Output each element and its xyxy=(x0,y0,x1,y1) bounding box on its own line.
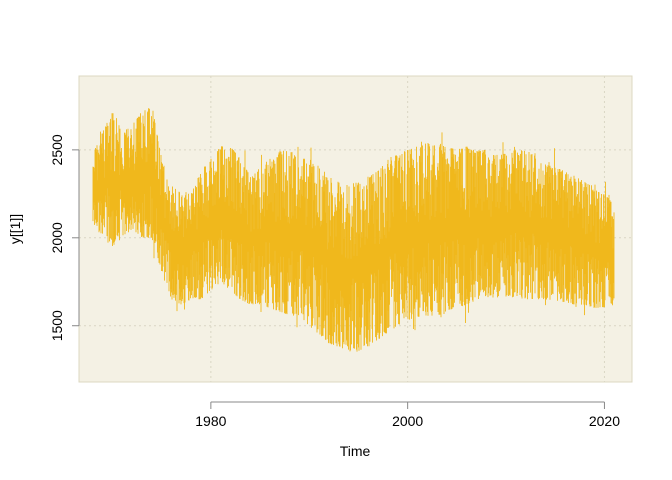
y-tick-label: 2000 xyxy=(49,222,65,253)
series-group xyxy=(92,108,615,352)
grid-lines xyxy=(79,76,632,382)
x-tick-label: 2000 xyxy=(392,413,423,429)
y-tick-label: 2500 xyxy=(49,134,65,165)
x-tick-label: 1980 xyxy=(195,413,226,429)
x-axis-title: Time xyxy=(340,443,371,459)
series-line xyxy=(92,108,615,352)
y-axis: 1500 2000 2500 xyxy=(49,134,80,341)
y-axis-title: y[[1]] xyxy=(7,214,23,244)
x-axis: 1980 2000 2020 xyxy=(195,401,620,429)
x-tick-label: 2020 xyxy=(589,413,620,429)
y-tick-label: 1500 xyxy=(49,310,65,341)
